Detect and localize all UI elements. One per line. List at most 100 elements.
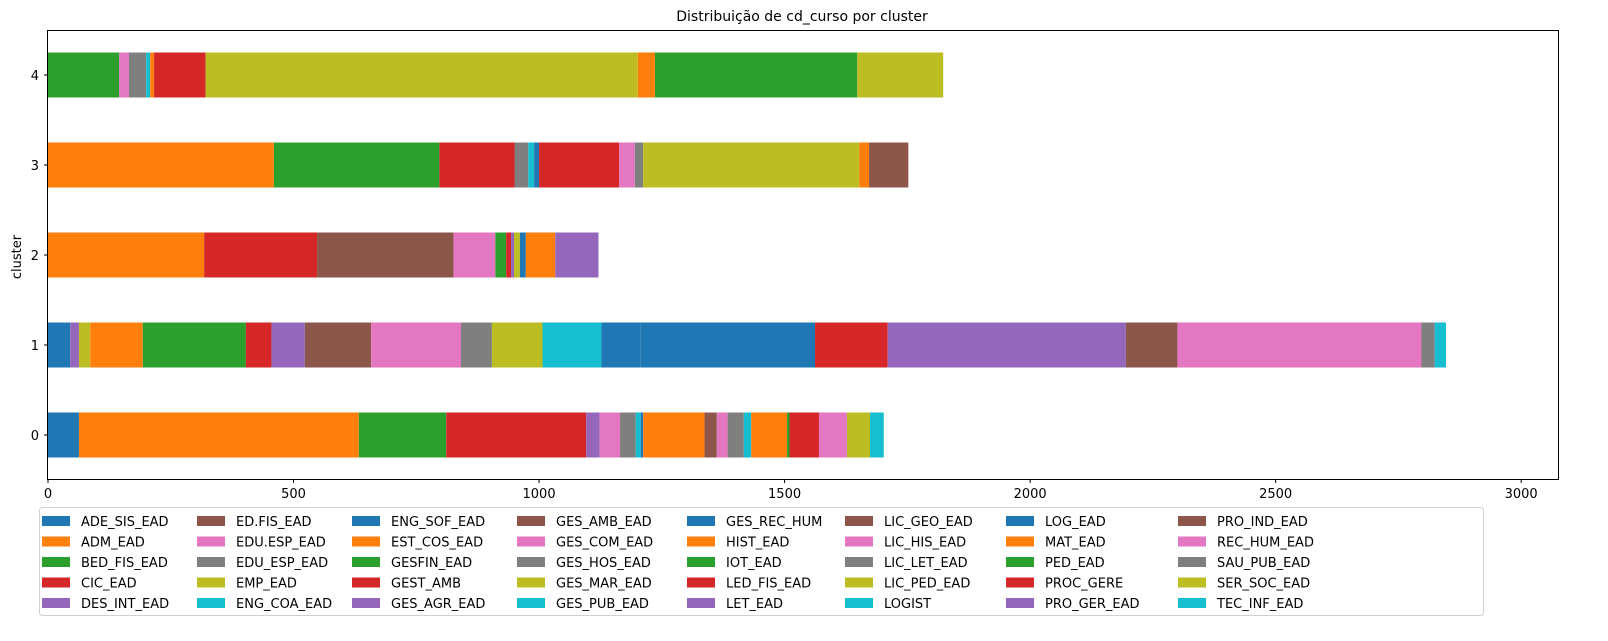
y-tick-label: 4 <box>31 69 39 84</box>
bar-cluster-0-cic-ead <box>446 412 587 458</box>
legend-label: LIC_GEO_EAD <box>884 515 973 530</box>
legend-label: ENG_SOF_EAD <box>391 515 485 530</box>
legend-frame <box>39 507 1484 616</box>
bar-cluster-4-gest-amb <box>154 52 206 98</box>
legend-label: LIC_PED_EAD <box>884 577 970 592</box>
bar-cluster-1-tec-inf-ead <box>1434 322 1447 368</box>
bar-cluster-0-eng-coa-ead <box>635 412 641 458</box>
legend-swatch <box>352 536 380 547</box>
bar-cluster-1-des-int-ead <box>70 322 79 368</box>
bar-cluster-1-ges-hos-ead <box>460 322 492 368</box>
bar-cluster-0-rec-hum-ead <box>818 412 847 458</box>
legend-swatch <box>845 516 873 526</box>
legend-swatch <box>845 557 873 567</box>
bar-cluster-4-edu-esp-ead <box>119 52 130 98</box>
legend-label: GEST_AMB <box>391 577 461 592</box>
x-tick-label: 1500 <box>768 487 801 502</box>
legend-swatch <box>687 557 715 567</box>
x-tick-label: 0 <box>44 487 52 502</box>
bar-cluster-3-pro-ind-ead <box>869 142 909 188</box>
legend-label: ENG_COA_EAD <box>236 597 332 612</box>
legend-swatch <box>687 577 715 588</box>
legend-swatch <box>687 516 715 526</box>
bar-cluster-1-est-cos-ead <box>90 322 143 368</box>
legend-swatch <box>517 536 545 547</box>
bars-group <box>48 52 1447 458</box>
legend-label: IOT_EAD <box>726 556 782 571</box>
bar-cluster-1-gest-amb <box>245 322 272 368</box>
legend-label: EDU.ESP_EAD <box>236 536 326 551</box>
y-axis-label: cluster <box>10 234 25 279</box>
bar-cluster-0-bed-fis-ead <box>358 412 447 458</box>
legend-label: GES_PUB_EAD <box>556 597 649 612</box>
bar-cluster-4-bed-fis-ead <box>48 52 120 98</box>
legend-label: PED_EAD <box>1045 556 1105 571</box>
bar-cluster-1-rec-hum-ead <box>1177 322 1422 368</box>
bar-cluster-4-eng-coa-ead <box>146 52 151 98</box>
bar-cluster-0-des-int-ead <box>586 412 600 458</box>
legend-swatch <box>197 536 225 547</box>
legend-label: PRO_GER_EAD <box>1045 597 1140 612</box>
bar-cluster-0-ges-amb-ead <box>704 412 717 458</box>
bar-cluster-2-est-cos-ead <box>48 232 205 278</box>
bar-cluster-3-ges-hos-ead <box>514 142 529 188</box>
x-tick-label: 2500 <box>1259 487 1292 502</box>
bar-cluster-2-pro-ger-ead <box>555 232 599 278</box>
bar-cluster-0-tec-inf-ead <box>870 412 884 458</box>
legend-label: LOGIST <box>884 597 931 612</box>
y-tick-label: 1 <box>31 339 39 354</box>
x-tick-label: 1000 <box>523 487 556 502</box>
bar-cluster-3-led-fis-ead <box>539 142 620 188</box>
legend-swatch <box>1006 577 1034 588</box>
legend: ADE_SIS_EAD ADM_EAD BED_FIS_EAD CIC_EAD DES_… <box>39 507 1484 616</box>
legend-swatch <box>1178 577 1206 588</box>
legend-swatch <box>845 598 873 608</box>
legend-label: REC_HUM_EAD <box>1217 536 1314 551</box>
legend-swatch <box>1006 516 1034 526</box>
bar-cluster-1-sau-pub-ead <box>1421 322 1435 368</box>
bar-cluster-3-gest-amb <box>439 142 515 188</box>
legend-label: ADM_EAD <box>81 536 145 551</box>
bar-cluster-1-proc-gere <box>815 322 888 368</box>
legend-swatch <box>1178 516 1206 526</box>
legend-swatch <box>1006 536 1034 547</box>
legend-label: DES_INT_EAD <box>81 597 169 612</box>
legend-label: LIC_LET_EAD <box>884 556 968 571</box>
y-tick-label: 3 <box>31 159 39 174</box>
bar-cluster-1-ges-pub-ead <box>542 322 602 368</box>
bar-cluster-4-mat-ead <box>637 52 655 98</box>
bar-cluster-0-proc-gere <box>789 412 819 458</box>
x-tick-label: 2000 <box>1014 487 1047 502</box>
legend-swatch <box>687 598 715 608</box>
legend-swatch <box>352 516 380 526</box>
bar-cluster-3-mat-ead <box>859 142 870 188</box>
bar-cluster-3-est-cos-ead <box>48 142 274 188</box>
legend-swatch <box>517 516 545 526</box>
legend-swatch <box>197 598 225 608</box>
bar-cluster-0-ges-pub-ead <box>743 412 752 458</box>
legend-swatch <box>42 577 70 588</box>
legend-label: GES_HOS_EAD <box>556 556 651 571</box>
legend-label: GES_COM_EAD <box>556 536 653 551</box>
legend-label: LIC_HIS_EAD <box>884 536 966 551</box>
chart-title: Distribuição de cd_curso por cluster <box>676 9 928 25</box>
legend-swatch <box>1178 557 1206 567</box>
legend-label: GES_REC_HUM <box>726 515 822 530</box>
legend-swatch <box>687 536 715 547</box>
legend-label: GESFIN_EAD <box>391 556 472 571</box>
bar-cluster-0-ges-com-ead <box>716 412 728 458</box>
bar-cluster-1-ges-com-ead <box>371 322 461 368</box>
legend-swatch <box>42 557 70 567</box>
legend-label: SER_SOC_EAD <box>1217 577 1310 592</box>
legend-swatch <box>197 577 225 588</box>
legend-swatch <box>845 536 873 547</box>
y-tick-label: 2 <box>31 249 39 264</box>
legend-swatch <box>1006 557 1034 567</box>
bar-cluster-0-ade-sis-ead <box>48 412 79 458</box>
bar-cluster-3-lic-ped-ead <box>643 142 860 188</box>
bar-cluster-4-ped-ead <box>654 52 858 98</box>
legend-label: ED.FIS_EAD <box>236 515 312 530</box>
legend-swatch <box>42 598 70 608</box>
legend-swatch <box>352 557 380 567</box>
bar-cluster-0-ser-soc-ead <box>846 412 871 458</box>
